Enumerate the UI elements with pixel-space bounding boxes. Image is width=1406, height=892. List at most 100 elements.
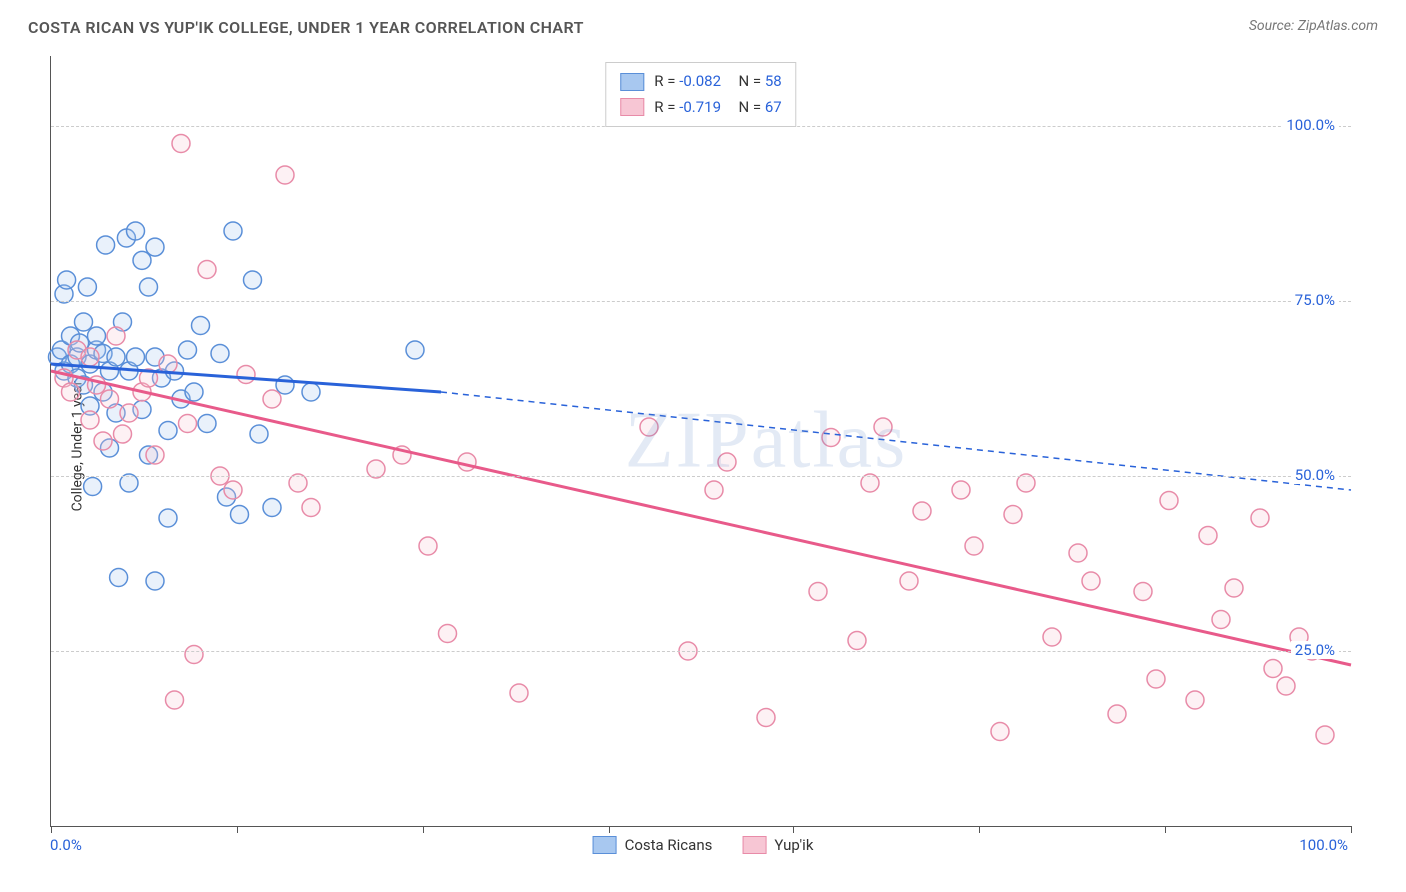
x-tick (793, 826, 794, 833)
scatter-point (406, 341, 424, 359)
scatter-point (224, 481, 242, 499)
source-attribution: Source: ZipAtlas.com (1249, 18, 1378, 34)
scatter-point (874, 418, 892, 436)
r-label: R = -0.082 (654, 69, 721, 95)
scatter-point (237, 366, 255, 384)
scatter-point (1225, 579, 1243, 597)
scatter-point (159, 422, 177, 440)
n-label: N = 58 (731, 69, 782, 95)
scatter-point (159, 355, 177, 373)
scatter-point (1316, 726, 1334, 744)
stats-legend: R = -0.082 N = 58 R = -0.719 N = 67 (605, 62, 796, 127)
n-label: N = 67 (731, 95, 782, 121)
scatter-point (1264, 660, 1282, 678)
scatter-point (198, 415, 216, 433)
x-tick (979, 826, 980, 833)
stats-row-costa-ricans: R = -0.082 N = 58 (620, 69, 781, 95)
scatter-point (127, 348, 145, 366)
r-label: R = -0.719 (654, 95, 721, 121)
scatter-point (1147, 670, 1165, 688)
scatter-point (88, 327, 106, 345)
scatter-point (263, 390, 281, 408)
scatter-point (84, 478, 102, 496)
scatter-point (419, 537, 437, 555)
scatter-point (822, 429, 840, 447)
scatter-point (1004, 506, 1022, 524)
r-value-yupik: -0.719 (679, 98, 721, 116)
legend-swatch-costa-ricans (593, 836, 617, 854)
scatter-point (185, 646, 203, 664)
scatter-point (179, 341, 197, 359)
scatter-point (97, 236, 115, 254)
scatter-point (757, 709, 775, 727)
scatter-point (127, 222, 145, 240)
x-tick (423, 826, 424, 833)
legend-item-costa-ricans: Costa Ricans (593, 836, 713, 854)
swatch-costa-ricans (620, 73, 644, 91)
scatter-point (1069, 544, 1087, 562)
scatter-point (640, 418, 658, 436)
scatter-point (81, 348, 99, 366)
r-value-costa-ricans: -0.082 (679, 72, 721, 90)
scatter-point (94, 432, 112, 450)
x-tick (1165, 826, 1166, 833)
scatter-point (172, 135, 190, 153)
scatter-point (1277, 677, 1295, 695)
stats-row-yupik: R = -0.719 N = 67 (620, 95, 781, 121)
scatter-point (250, 425, 268, 443)
scatter-point (146, 572, 164, 590)
scatter-point (1251, 509, 1269, 527)
scatter-point (952, 481, 970, 499)
scatter-point (146, 238, 164, 256)
x-axis-label-end: 100.0% (1299, 836, 1348, 854)
scatter-point (276, 166, 294, 184)
scatter-point (1043, 628, 1061, 646)
scatter-point (159, 509, 177, 527)
scatter-point (302, 499, 320, 517)
scatter-point (192, 317, 210, 335)
scatter-point (120, 404, 138, 422)
scatter-point (1199, 527, 1217, 545)
legend-swatch-yupik (742, 836, 766, 854)
y-tick-label: 50.0% (1291, 466, 1339, 484)
scatter-point (166, 691, 184, 709)
scatter-point (1082, 572, 1100, 590)
x-tick (1351, 826, 1352, 833)
scatter-point (78, 278, 96, 296)
scatter-point (439, 625, 457, 643)
scatter-point (140, 278, 158, 296)
legend-label-costa-ricans: Costa Ricans (625, 836, 713, 854)
scatter-point (302, 383, 320, 401)
x-axis-label-start: 0.0% (50, 836, 82, 854)
scatter-point (110, 569, 128, 587)
scatter-point (510, 684, 528, 702)
plot-area: ZIPatlas R = -0.082 N = 58 R = -0.719 N … (50, 56, 1351, 827)
gridline (51, 301, 1351, 302)
scatter-point (809, 583, 827, 601)
gridline (51, 651, 1351, 652)
scatter-point (101, 390, 119, 408)
scatter-point (231, 506, 249, 524)
y-tick-label: 75.0% (1291, 291, 1339, 309)
scatter-point (58, 271, 76, 289)
scatter-point (1186, 691, 1204, 709)
scatter-point (1160, 492, 1178, 510)
scatter-point (81, 411, 99, 429)
scatter-point (913, 502, 931, 520)
scatter-point (1134, 583, 1152, 601)
scatter-point (705, 481, 723, 499)
scatter-point (75, 313, 93, 331)
scatter-point (1108, 705, 1126, 723)
scatter-point (107, 327, 125, 345)
scatter-point (276, 376, 294, 394)
scatter-point (848, 632, 866, 650)
x-tick (609, 826, 610, 833)
scatter-point (211, 345, 229, 363)
legend-item-yupik: Yup'ik (742, 836, 813, 854)
swatch-yupik (620, 98, 644, 116)
scatter-point (62, 383, 80, 401)
scatter-point (146, 446, 164, 464)
scatter-point (114, 425, 132, 443)
n-value-costa-ricans: 58 (765, 72, 782, 90)
x-tick (237, 826, 238, 833)
